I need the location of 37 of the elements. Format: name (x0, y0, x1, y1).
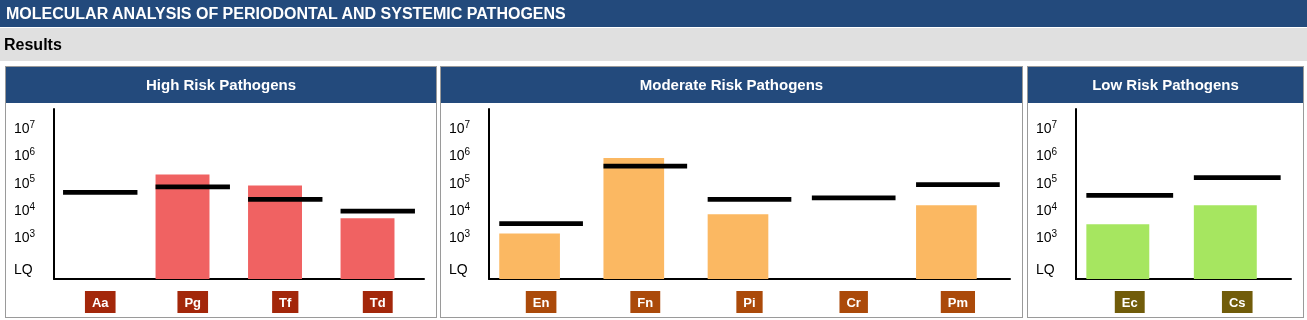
bar (340, 218, 395, 279)
bar (603, 158, 665, 279)
bar (499, 233, 560, 279)
chart-title: Moderate Risk Pathogens (441, 67, 1022, 103)
x-tick-label: Aa (91, 295, 110, 310)
y-tick-label: LQ (449, 260, 468, 277)
bar (1086, 224, 1150, 279)
bar (1193, 205, 1257, 279)
bar (248, 185, 302, 279)
x-tick-label: Pm (947, 295, 969, 310)
text: MOLECULAR ANALYSIS OF PERIODONTAL AND SYSTEMIC PATHOGENS (0, 0, 1307, 27)
bar (499, 221, 583, 227)
bar (155, 174, 210, 279)
x-tick-label: Cs (1228, 295, 1246, 310)
x-tick-label: Pg (184, 295, 202, 310)
x-tick-label: Fn (637, 295, 654, 310)
x-tick-label: Cr (846, 295, 861, 310)
bar (916, 182, 1000, 187)
x-tick-label: En (532, 295, 550, 310)
x-tick-label: Pi (743, 295, 756, 310)
bar (603, 163, 688, 169)
x-tick-label: Ec (1121, 295, 1138, 310)
text: Results (0, 28, 1307, 61)
bar (248, 197, 323, 202)
chart-title: Low Risk Pathogens (1028, 67, 1303, 103)
bar (707, 197, 792, 202)
bar (1086, 193, 1174, 198)
bar (155, 184, 230, 190)
y-tick-label: LQ (1036, 260, 1055, 277)
bar (707, 214, 769, 279)
y-tick-label: LQ (14, 260, 33, 277)
chart-title: High Risk Pathogens (6, 67, 436, 103)
bar (916, 205, 977, 279)
bar (63, 190, 138, 195)
bar (1193, 175, 1281, 181)
x-tick-label: Tf (279, 295, 293, 310)
x-tick-label: Td (369, 295, 386, 310)
